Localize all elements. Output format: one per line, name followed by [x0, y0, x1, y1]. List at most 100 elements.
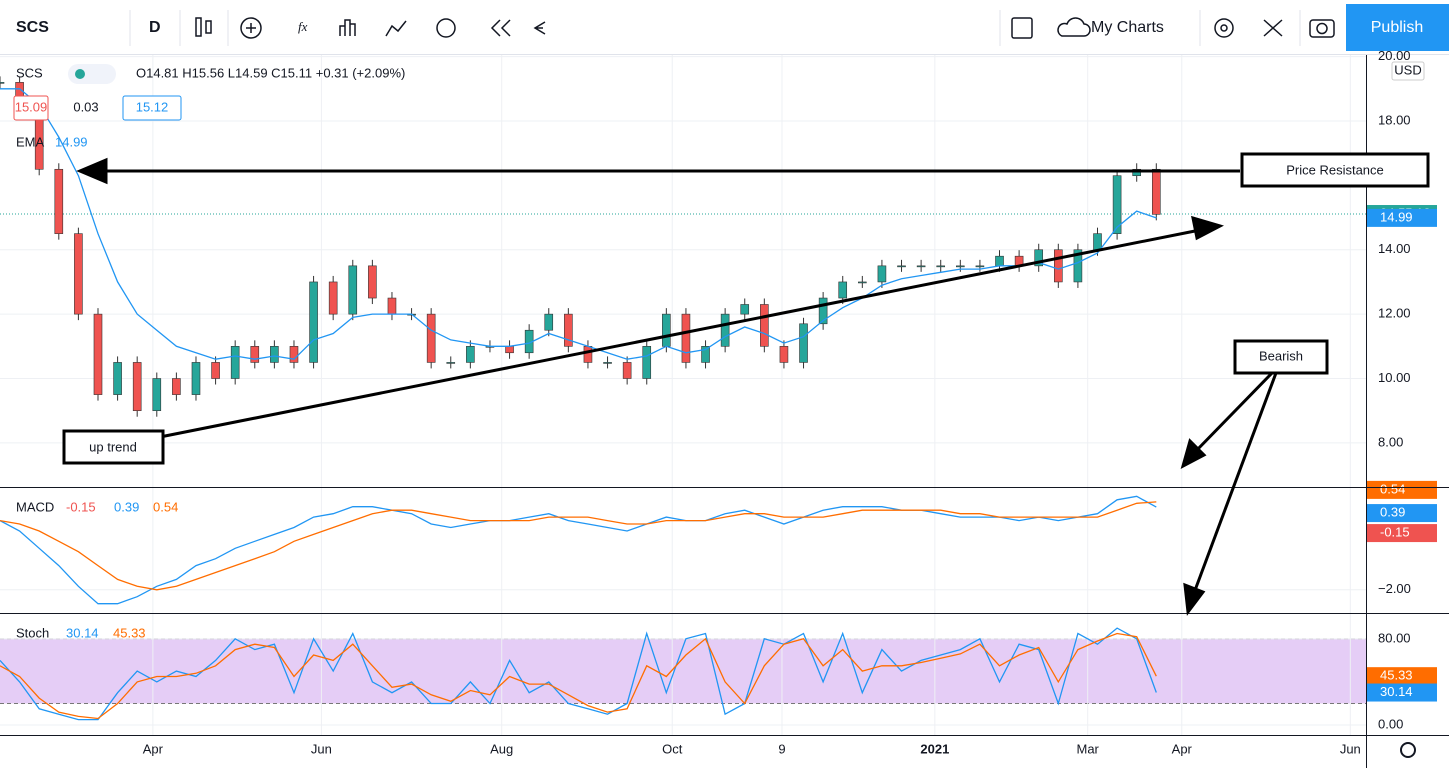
- y-tick-label: −2.00: [1378, 581, 1411, 596]
- candle-body: [328, 281, 338, 315]
- candle-body: [622, 362, 632, 379]
- candle-body: [505, 346, 514, 354]
- candle-body: [916, 265, 926, 268]
- candle-body: [720, 313, 730, 347]
- candle-body: [0, 82, 5, 84]
- candle-body: [309, 281, 318, 363]
- candle-body: [426, 313, 436, 363]
- stoch-k-badge: 30.14: [1380, 684, 1413, 699]
- toolbar: [0, 0, 1449, 55]
- x-tick-label: Mar: [1077, 741, 1100, 756]
- candle-body: [681, 313, 691, 363]
- legend-ohlc: O14.81 H15.56 L14.59 C15.11 +0.31 (+2.09…: [136, 65, 405, 80]
- toolbar-icons[interactable]: [195, 17, 1335, 39]
- y-tick-label: 0.00: [1378, 716, 1403, 731]
- candle-body: [1112, 175, 1122, 234]
- annotation-arrows: [76, 157, 1278, 616]
- y-tick-label: 18.00: [1378, 112, 1411, 127]
- candle-body: [54, 168, 64, 234]
- x-tick-label: 9: [778, 741, 785, 756]
- candle-body: [544, 313, 554, 331]
- ema-label: EMA: [16, 134, 45, 149]
- settings-gear[interactable]: [1400, 742, 1416, 758]
- x-tick-label: Apr: [143, 741, 164, 756]
- ema-badge-bg: [1367, 208, 1437, 227]
- candle-body: [93, 313, 103, 395]
- y-tick-label: 10.00: [1378, 370, 1411, 385]
- macd-signal-badge: 0.54: [1380, 481, 1405, 496]
- resistance-label: Price Resistance: [1286, 162, 1384, 177]
- candle-body: [1054, 249, 1063, 283]
- x-tick-label: 2021: [920, 741, 949, 756]
- macd-line: 0.39: [114, 499, 139, 514]
- symbol-button[interactable]: SCS: [16, 19, 49, 36]
- stoch-band: [0, 638, 1366, 704]
- plot-area: Apr Jun Aug Oct 9 2021 Mar Apr Jun 20.00 18.00 14.0…: [0, 48, 1437, 756]
- candle-body: [446, 362, 456, 364]
- candle-body: [760, 304, 769, 347]
- candle-body: [152, 378, 162, 412]
- candle-body: [466, 346, 475, 363]
- candle-body: [1093, 233, 1102, 251]
- bid-box[interactable]: [13, 95, 49, 121]
- currency-box[interactable]: [1391, 61, 1425, 81]
- candle-body: [348, 265, 358, 315]
- stoch-d-badge-bg: [1367, 667, 1437, 686]
- candle-body: [74, 233, 83, 315]
- stoch-k: 30.14: [66, 625, 99, 640]
- candle-body: [1034, 249, 1044, 267]
- candle-body: [858, 281, 867, 284]
- candle-body: [975, 265, 985, 268]
- x-tick-label: Jun: [311, 741, 332, 756]
- candle-body: [1151, 168, 1161, 215]
- x-tick-label: Jun: [1340, 741, 1361, 756]
- macd-line-badge-bg: [1367, 504, 1437, 523]
- publish-button[interactable]: [1346, 4, 1449, 51]
- candle-body: [387, 297, 397, 315]
- candle-body: [740, 304, 750, 315]
- candle-body: [799, 323, 808, 363]
- ema-badge: 14.99: [1380, 209, 1413, 224]
- candle-body: [701, 346, 710, 363]
- macd-hist-badge-bg: [1367, 524, 1437, 543]
- macd-signal-badge-bg: [1367, 480, 1437, 499]
- bid: 15.09: [15, 99, 48, 114]
- spread: 0.03: [73, 99, 98, 114]
- interval-button[interactable]: D: [149, 19, 161, 36]
- stoch-d-line: [0, 632, 1157, 720]
- candle-body: [172, 378, 181, 395]
- candle-body: [818, 297, 828, 325]
- candle-body: [995, 255, 1004, 267]
- candle-body: [662, 313, 671, 347]
- macd-label: MACD: [16, 499, 54, 514]
- candle-body: [132, 362, 142, 412]
- candle-body: [642, 346, 652, 379]
- bearish-box: [1233, 339, 1329, 375]
- ema-line: [0, 88, 1157, 360]
- macd-hist: -0.15: [66, 499, 96, 514]
- x-tick-label: Apr: [1172, 741, 1193, 756]
- y-tick-label: 80.00: [1378, 630, 1411, 645]
- y-tick-label: 14.00: [1378, 241, 1411, 256]
- candle-body: [289, 346, 299, 363]
- candle-body: [250, 346, 260, 363]
- ask-box[interactable]: [122, 95, 182, 121]
- stoch-k-badge-bg: [1367, 683, 1437, 702]
- candle-body: [897, 265, 906, 268]
- candle-body: [564, 313, 573, 347]
- y-tick-label: 12.00: [1378, 306, 1411, 321]
- candle-body: [936, 265, 946, 268]
- candle-body: [1073, 249, 1083, 283]
- my-charts-button[interactable]: My Charts: [1091, 19, 1164, 36]
- stoch-k-line: [0, 627, 1157, 721]
- candle-body: [583, 346, 593, 363]
- macd-hist-badge: -0.15: [1380, 525, 1410, 540]
- ema-value: 14.99: [55, 134, 88, 149]
- candle-body: [603, 362, 612, 364]
- publish-label[interactable]: Publish: [1371, 19, 1423, 36]
- indicators-icon[interactable]: fx: [298, 19, 308, 34]
- x-tick-label: Oct: [662, 741, 683, 756]
- y-tick-label: 20.00: [1378, 48, 1411, 63]
